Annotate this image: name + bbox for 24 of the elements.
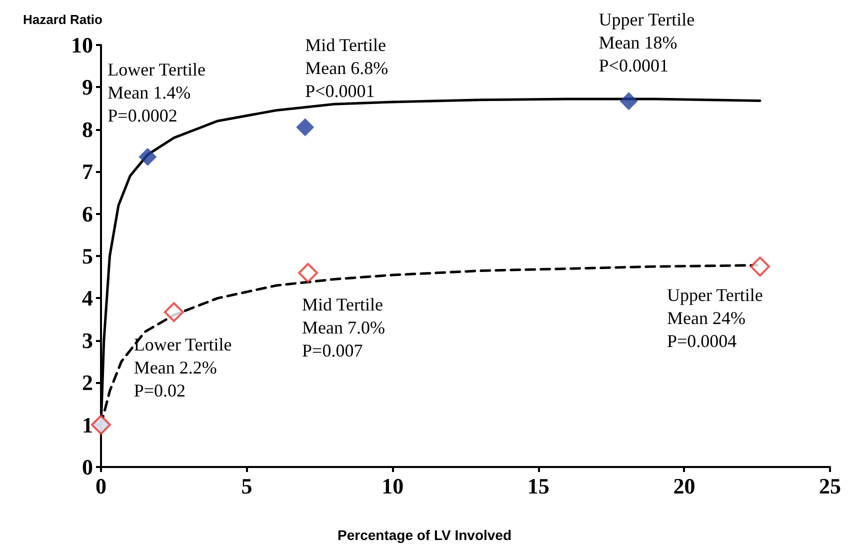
x-tick-label: 5 — [241, 474, 252, 498]
x-tick-label: 10 — [382, 474, 404, 498]
chart-title: Hazard Ratio — [23, 12, 103, 27]
annotation: Upper Tertile Mean 18% P<0.0001 — [598, 10, 695, 76]
y-tick-label: 8 — [82, 116, 93, 142]
y-tick-label: 10 — [71, 32, 93, 58]
x-axis-title: Percentage of LV Involved — [337, 527, 512, 543]
x-tick-label: 20 — [673, 474, 696, 498]
x-tick-label: 15 — [527, 474, 550, 498]
annotation: Lower Tertile Mean 1.4% P=0.0002 — [108, 59, 206, 126]
y-tick-label: 7 — [82, 159, 93, 184]
x-tick-label: 25 — [819, 474, 841, 498]
y-tick-label: 9 — [82, 74, 93, 100]
y-tick-label: 1 — [82, 412, 93, 438]
annotation: Lower Tertile Mean 2.2% P=0.02 — [134, 334, 232, 401]
annotation: Upper Tertile Mean 24% P=0.0004 — [667, 285, 763, 352]
y-tick-label: 3 — [82, 328, 93, 353]
y-tick-label: 6 — [82, 201, 93, 226]
y-tick-label: 2 — [82, 370, 93, 396]
y-tick-label: 4 — [82, 286, 93, 311]
y-tick-label: 5 — [82, 244, 93, 268]
annotation: Mid Tertile Mean 6.8% P<0.0001 — [305, 34, 388, 101]
y-tick-label: 0 — [82, 454, 93, 480]
annotation: Mid Tertile Mean 7.0% P=0.007 — [302, 294, 386, 360]
